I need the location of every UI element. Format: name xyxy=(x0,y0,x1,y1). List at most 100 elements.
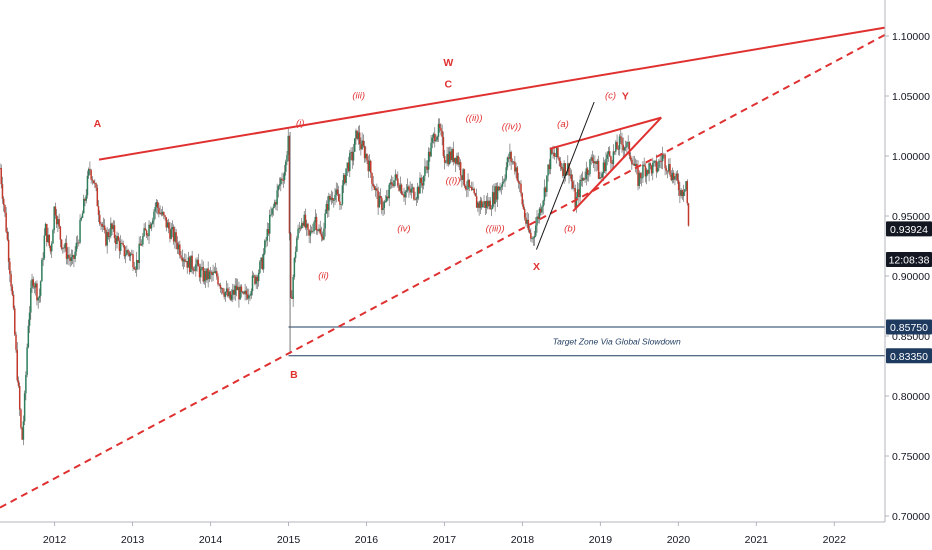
candle-body xyxy=(438,123,441,128)
candle-body xyxy=(49,245,52,252)
candle-body xyxy=(415,198,418,200)
candle-body xyxy=(353,138,356,152)
candle-body xyxy=(118,240,121,251)
candle-body xyxy=(170,229,172,239)
candle-body xyxy=(357,132,360,139)
candle-body xyxy=(307,223,309,230)
candle-body xyxy=(440,127,442,131)
candle-body xyxy=(150,223,153,229)
candle-body xyxy=(186,261,188,268)
candle-body xyxy=(245,290,248,295)
candle-body xyxy=(188,257,191,273)
trend-line-upper-resistance xyxy=(98,26,886,161)
candle-body xyxy=(473,188,475,194)
candle-body xyxy=(483,201,485,205)
candle-body xyxy=(557,147,559,158)
candle-body xyxy=(578,189,580,198)
candle-body xyxy=(20,409,22,428)
candle-body xyxy=(224,291,227,297)
candle-body xyxy=(309,230,312,236)
candle-body xyxy=(38,295,41,298)
candle-body xyxy=(167,222,170,229)
candle-body xyxy=(275,202,277,205)
candle-body xyxy=(626,142,628,147)
candle-body xyxy=(234,285,237,295)
trend-line-wedge-lower xyxy=(572,116,662,212)
y-tick-label: 1.05000 xyxy=(892,91,930,103)
candle-body xyxy=(520,183,522,194)
candle-body xyxy=(85,195,87,201)
candle-body xyxy=(501,182,504,187)
candle-body xyxy=(27,325,30,348)
candle-body xyxy=(400,184,403,195)
candle-body xyxy=(129,253,132,257)
candle-body xyxy=(175,232,177,243)
candle-body xyxy=(341,185,344,205)
candle-body xyxy=(373,186,376,191)
trend-line-c-wave-line xyxy=(535,101,595,250)
candle-body xyxy=(1,184,4,199)
candle-body xyxy=(410,188,413,193)
candle-body xyxy=(249,295,251,297)
candle-body xyxy=(30,288,32,313)
candle-body xyxy=(298,227,301,229)
candle-body xyxy=(63,247,65,249)
candle-body xyxy=(317,230,319,231)
x-tick-label: 2022 xyxy=(823,534,847,546)
candle-body xyxy=(145,230,148,236)
candle-body xyxy=(225,288,228,292)
candle-body xyxy=(642,164,644,178)
candle-body xyxy=(660,160,663,162)
x-tick-label: 2013 xyxy=(121,534,145,546)
candle-body xyxy=(4,205,6,213)
candle-body xyxy=(91,179,94,181)
candle-body xyxy=(669,164,671,175)
candle-body xyxy=(498,186,500,191)
candle-body xyxy=(197,259,200,267)
candle-body xyxy=(656,167,659,172)
candle-body xyxy=(363,145,366,159)
candle-body xyxy=(519,182,521,184)
candle-body xyxy=(490,208,493,210)
candle-body xyxy=(489,200,491,210)
candle-body xyxy=(361,140,363,150)
candle-body xyxy=(509,151,511,159)
price-tag-bg xyxy=(886,252,932,268)
candle-body xyxy=(491,192,494,209)
candle-body xyxy=(606,154,608,159)
candle-body xyxy=(600,177,602,178)
candle-body xyxy=(586,168,589,175)
candle-body xyxy=(441,130,443,138)
candle-body xyxy=(567,163,569,173)
candle-body xyxy=(314,216,317,223)
candle-body xyxy=(459,162,462,176)
candle-body xyxy=(323,228,325,240)
candle-body xyxy=(427,151,430,170)
candle-body xyxy=(612,151,615,164)
price-tag-bg xyxy=(886,221,932,237)
wave-label-W: W xyxy=(443,57,453,69)
candle-body xyxy=(182,259,185,262)
candle-body xyxy=(436,136,438,140)
candle-body xyxy=(631,159,633,165)
candle-body xyxy=(272,206,275,209)
candle-body xyxy=(595,161,597,164)
candle-body xyxy=(496,186,499,200)
candle-body xyxy=(654,160,657,162)
candle-body xyxy=(448,151,451,165)
candle-body xyxy=(371,172,373,184)
candle-body xyxy=(320,233,323,237)
candle-body xyxy=(618,136,621,150)
candle-body xyxy=(133,267,136,269)
y-tick-label: 0.75000 xyxy=(892,451,930,463)
candle-body xyxy=(629,155,632,160)
candle-body xyxy=(273,202,276,207)
candle-body xyxy=(494,186,496,204)
candle-body xyxy=(506,157,509,168)
candle-body xyxy=(329,195,331,200)
candle-body xyxy=(390,182,393,185)
candle-body xyxy=(686,181,689,204)
candle-body xyxy=(113,225,116,239)
candle-body xyxy=(374,188,377,191)
candle-body xyxy=(624,146,627,148)
